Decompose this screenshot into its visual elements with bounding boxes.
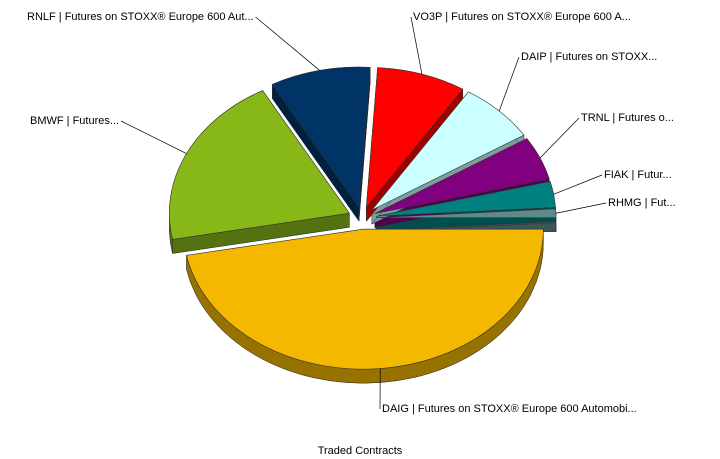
slice-label: FIAK | Futur...: [604, 169, 672, 181]
chart-title: Traded Contracts: [318, 445, 403, 457]
slice: [375, 208, 557, 218]
slice-label: DAIG | Futures on STOXX® Europe 600 Auto…: [382, 403, 637, 415]
slice: [186, 228, 544, 370]
leader-line: [410, 16, 423, 75]
slice-label: RNLF | Futures on STOXX® Europe 600 Aut.…: [27, 11, 254, 23]
leader-line: [539, 117, 580, 159]
leader-line: [553, 174, 603, 195]
leader-line: [255, 16, 320, 71]
slice: [365, 67, 464, 209]
slice-label: BMWF | Futures...: [30, 115, 119, 127]
slice-label: VO3P | Futures on STOXX® Europe 600 A...: [413, 11, 631, 23]
slice-label: RHMG | Fut...: [608, 197, 676, 209]
slice: [371, 91, 525, 211]
leader-line: [555, 202, 607, 214]
slice: [169, 90, 350, 240]
slice-label: TRNL | Futures o...: [581, 112, 674, 124]
leader-line: [120, 120, 187, 154]
slice-label: DAIP | Futures on STOXX...: [521, 51, 657, 63]
leader-line: [498, 56, 520, 112]
